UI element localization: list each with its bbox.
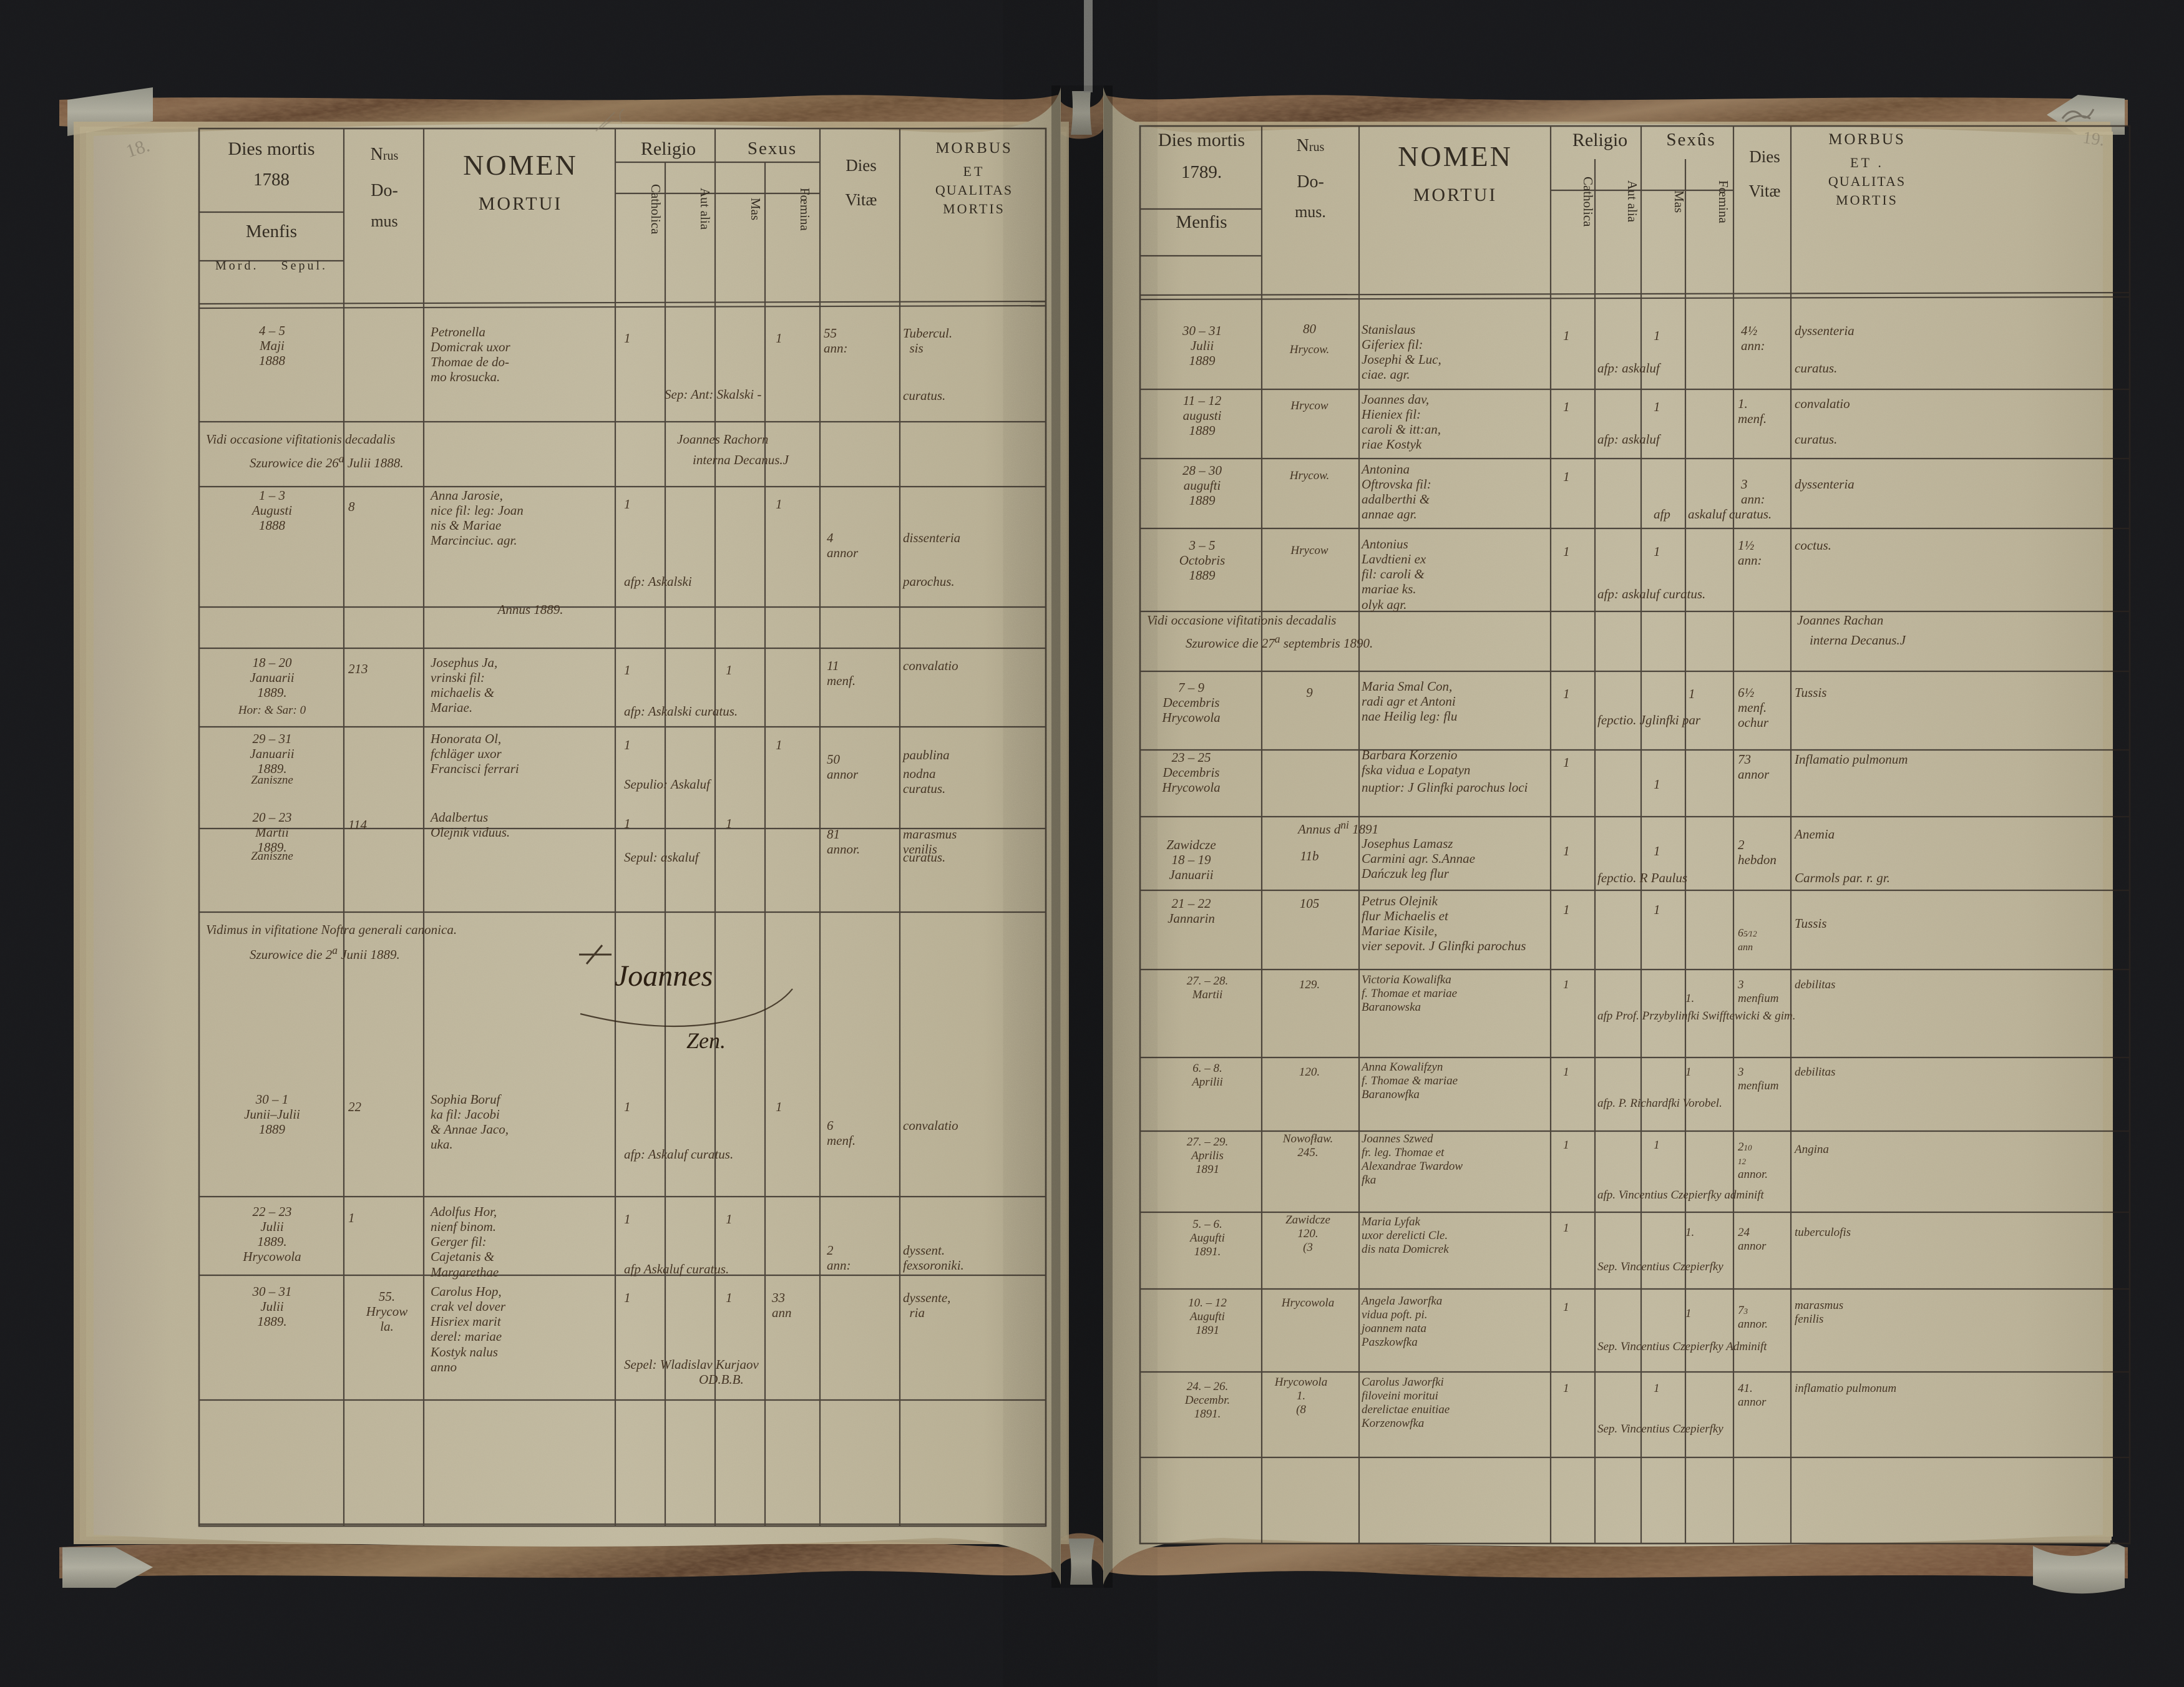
svg-text:Joannes: Joannes [615,960,713,993]
svg-text:Zen.: Zen. [686,1028,726,1053]
